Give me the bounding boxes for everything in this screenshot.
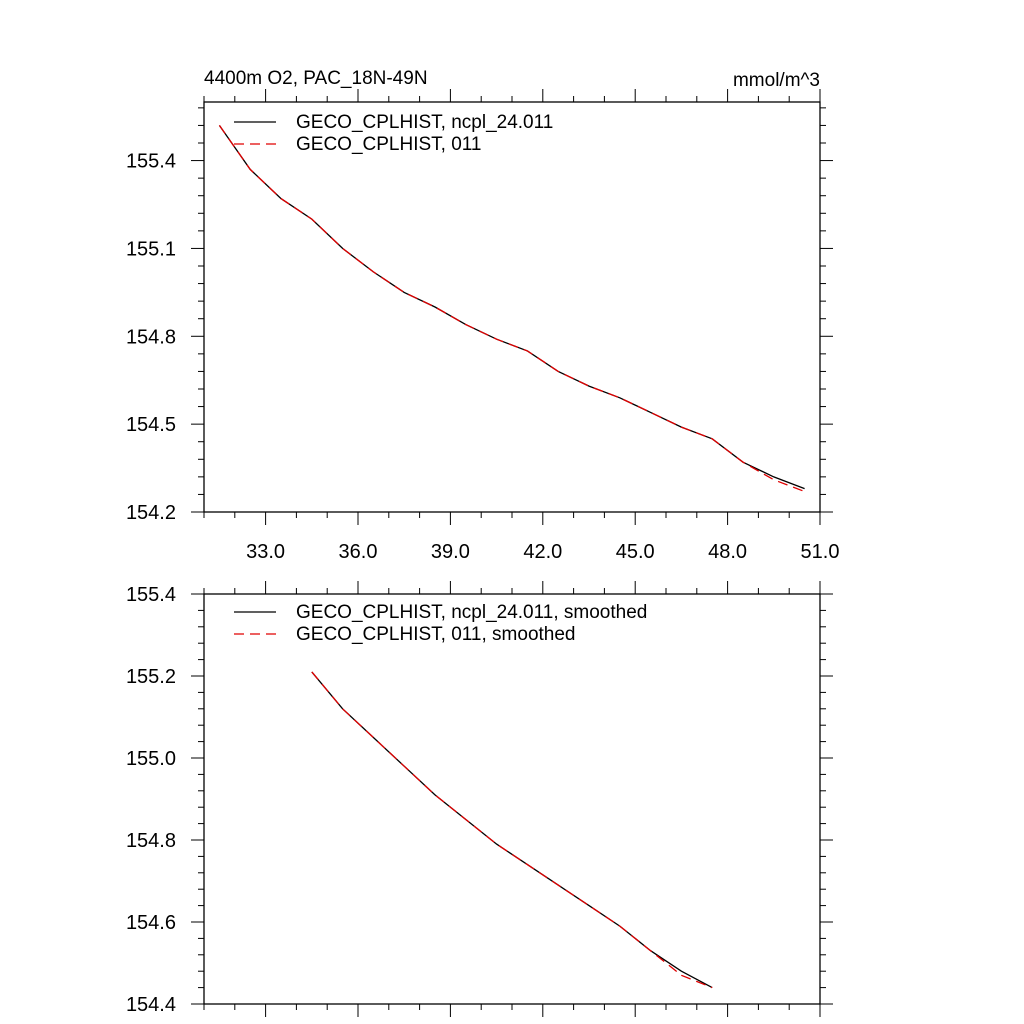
y-tick-label: 155.1 (126, 238, 176, 260)
x-tick-label: 33.0 (246, 541, 285, 563)
y-tick-label: 154.8 (126, 830, 176, 852)
legend-label-1: GECO_CPLHIST, ncpl_24.011 (296, 112, 553, 133)
x-tick-label: 39.0 (431, 541, 470, 563)
y-tick-label: 155.4 (126, 584, 176, 606)
legend-label-1: GECO_CPLHIST, ncpl_24.011, smoothed (296, 602, 647, 623)
plot-frame (203, 593, 821, 1005)
plot-panel-2: 154.4 154.6 154.8 155.0 155.2 155.4 GECO_CPLHI… (126, 581, 833, 1017)
series-line-1 (311, 671, 713, 989)
x-tick-label: 36.0 (339, 541, 378, 563)
y-tick-label: 155.2 (126, 666, 176, 688)
legend-label-2: GECO_CPLHIST, 011 (296, 134, 482, 155)
y-tick-label: 154.6 (126, 912, 176, 934)
y-tick-label: 154.8 (126, 326, 176, 348)
units-label: mmol/m^3 (733, 70, 820, 91)
y-tick-label: 154.4 (126, 994, 176, 1016)
legend-label-2: GECO_CPLHIST, 011, smoothed (296, 624, 576, 645)
y-tick-label: 155.0 (126, 748, 176, 770)
x-tick-label: 42.0 (523, 541, 562, 563)
x-tick-label: 51.0 (801, 541, 840, 563)
y-tick-label: 154.2 (126, 502, 176, 524)
series-line-1 (218, 125, 805, 490)
series-line-2 (218, 125, 805, 493)
plot-panel-1: 33.0 36.0 39.0 42.0 45.0 48.0 51.0 154.2 154.5 15… (126, 89, 840, 563)
x-tick-label: 48.0 (708, 541, 747, 563)
x-tick-label: 45.0 (616, 541, 655, 563)
y-tick-label: 154.5 (126, 414, 176, 436)
chart-title: 4400m O2, PAC_18N-49N (204, 68, 428, 89)
series-line-2 (311, 671, 713, 989)
y-tick-label: 155.4 (126, 151, 176, 173)
